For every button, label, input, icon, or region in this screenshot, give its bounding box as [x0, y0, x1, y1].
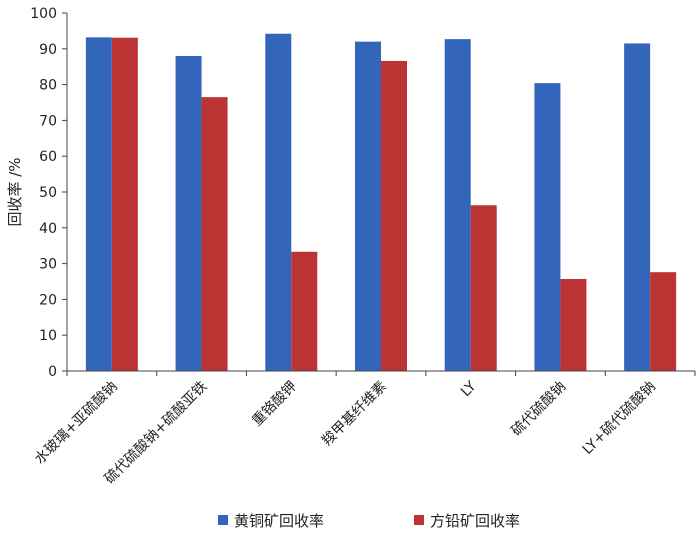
y-tick-label: 30: [39, 257, 57, 273]
y-tick-label: 70: [39, 113, 57, 129]
bar-chalcopyrite: [624, 43, 651, 372]
bar-galena: [560, 278, 587, 371]
legend-swatch: [218, 515, 228, 525]
bars: [85, 33, 677, 372]
y-tick-label: 100: [30, 6, 57, 22]
y-tick-label: 10: [39, 328, 57, 344]
y-tick-label: 40: [39, 221, 57, 237]
y-tick-label: 0: [48, 364, 57, 380]
legend-swatch: [414, 515, 424, 525]
x-category-label: 重铬酸钾: [249, 379, 300, 430]
y-axis-title: 回收率 /%: [6, 157, 24, 226]
bar-chalcopyrite: [265, 33, 292, 371]
y-tick-label: 90: [39, 42, 57, 58]
legend-label: 方铅矿回收率: [430, 512, 520, 530]
y-tick-label: 80: [39, 78, 57, 94]
bar-galena: [470, 205, 497, 371]
x-category-label: LY: [458, 378, 480, 400]
bar-chalcopyrite: [355, 41, 381, 371]
x-category-label: LY+硫代硫酸钠: [580, 379, 659, 458]
x-category-label: 水玻璃+亚硫酸钠: [31, 378, 121, 468]
bar-chalcopyrite: [444, 39, 471, 371]
bar-chalcopyrite: [85, 37, 112, 372]
y-axis-ticks: 0 10 20 30 40 50 60 70 80 90 100: [30, 6, 67, 380]
bar-chalcopyrite: [175, 55, 202, 372]
y-tick-label: 50: [39, 185, 57, 201]
bar-galena: [381, 60, 407, 372]
bar-galena: [291, 251, 318, 371]
bar-galena: [201, 97, 228, 371]
x-category-label: 硫代硫酸钠+硫酸亚铁: [102, 379, 211, 488]
x-category-label: 硫代硫酸钠: [508, 379, 569, 440]
y-tick-label: 20: [39, 292, 57, 308]
bar-galena: [650, 272, 677, 371]
bar-chalcopyrite: [534, 83, 561, 371]
legend-label: 黄铜矿回收率: [234, 512, 324, 530]
legend: 黄铜矿回收率 方铅矿回收率: [218, 512, 520, 530]
x-category-label: 羧甲基纤维素: [318, 378, 389, 449]
bar-galena: [111, 37, 138, 372]
y-tick-label: 60: [39, 149, 57, 165]
